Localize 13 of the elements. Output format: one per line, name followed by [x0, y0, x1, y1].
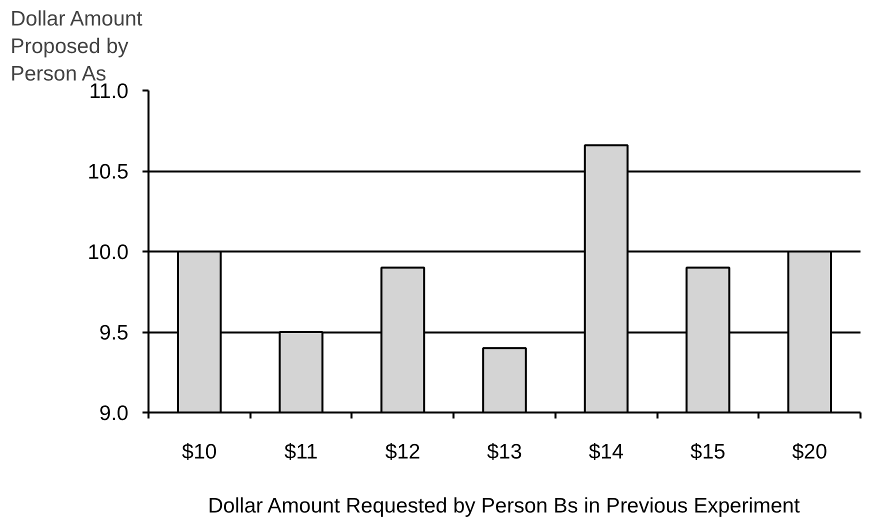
- x-tick-label: $10: [182, 440, 217, 464]
- y-tick-label: 10.5: [88, 160, 129, 184]
- x-tick-label: $20: [792, 440, 828, 464]
- x-tick-label: $11: [284, 440, 318, 464]
- x-tick-label: $14: [588, 440, 624, 464]
- y-tick-label: 10.0: [88, 241, 129, 264]
- x-axis-title: Dollar Amount Requested by Person Bs in Previous Experiment: [208, 494, 800, 518]
- x-tick-label: $12: [385, 440, 420, 464]
- y-tick-label: 11.0: [89, 80, 129, 103]
- x-tick-label: $15: [690, 440, 726, 464]
- y-tick-label: 9.0: [99, 402, 129, 425]
- x-tick-label: $13: [486, 440, 522, 464]
- y-tick-label: 9.5: [99, 322, 129, 344]
